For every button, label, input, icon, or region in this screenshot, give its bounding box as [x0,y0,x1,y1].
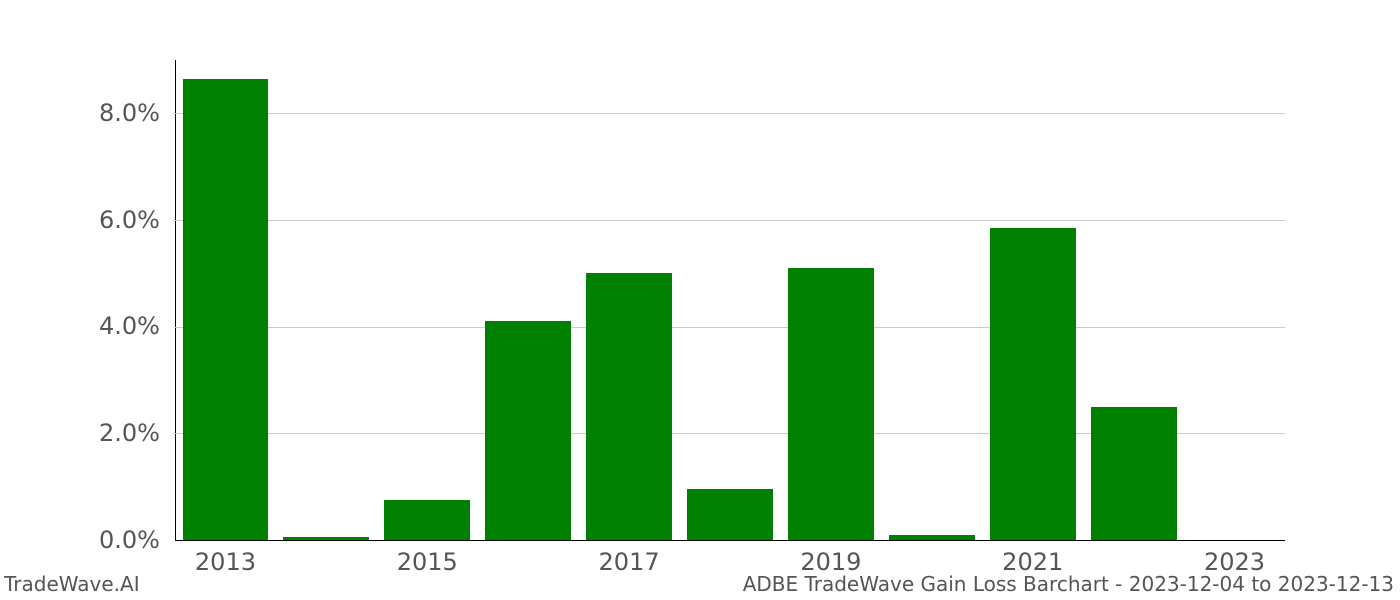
y-tick-label: 6.0% [0,206,160,234]
x-tick-label: 2017 [599,548,660,576]
footer-brand: TradeWave.AI [4,572,140,596]
bar [687,489,773,540]
x-axis-line [175,540,1285,541]
x-tick-label: 2023 [1204,548,1265,576]
grid-line [175,327,1285,328]
y-tick-label: 0.0% [0,526,160,554]
y-tick-label: 8.0% [0,99,160,127]
plot-area [175,60,1285,540]
bar [384,500,470,540]
x-tick-label: 2021 [1002,548,1063,576]
y-tick-label: 4.0% [0,312,160,340]
bar [485,321,571,540]
bar [183,79,269,540]
gain-loss-barchart: TradeWave.AI ADBE TradeWave Gain Loss Ba… [0,0,1400,600]
grid-line [175,220,1285,221]
bar [586,273,672,540]
bar [283,537,369,540]
y-tick-label: 2.0% [0,419,160,447]
bar [1091,407,1177,540]
grid-line [175,113,1285,114]
bar [788,268,874,540]
bar [889,535,975,540]
bar [990,228,1076,540]
x-tick-label: 2019 [800,548,861,576]
y-axis-line [175,60,176,540]
x-tick-label: 2015 [397,548,458,576]
x-tick-label: 2013 [195,548,256,576]
